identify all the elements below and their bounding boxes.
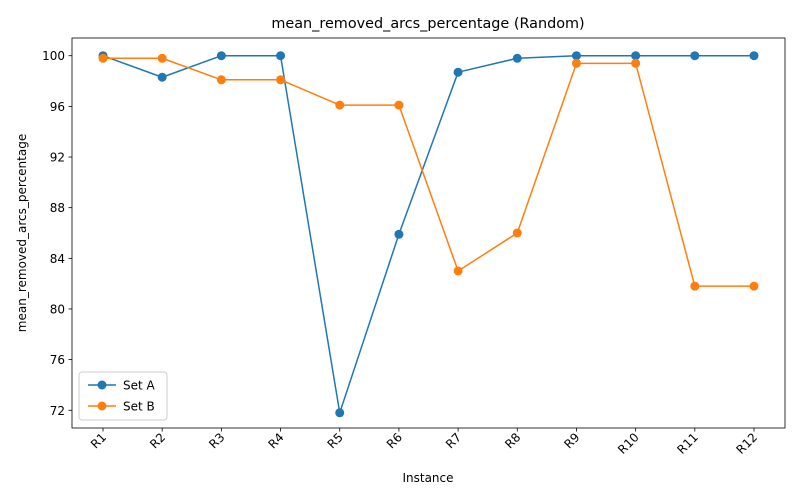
- x-tick-label: R9: [561, 430, 582, 451]
- data-point: [453, 67, 463, 77]
- data-point: [276, 75, 286, 85]
- x-tick-label: R2: [147, 430, 168, 451]
- chart-title: mean_removed_arcs_percentage (Random): [271, 16, 584, 32]
- y-tick-label: 96: [50, 100, 65, 114]
- x-tick-label: R6: [384, 430, 405, 451]
- data-point: [512, 228, 522, 238]
- x-tick-label: R1: [88, 430, 109, 451]
- data-point: [571, 58, 581, 68]
- legend: Set A Set B: [78, 371, 168, 421]
- legend-entry: Set B: [123, 400, 155, 414]
- x-axis-title: Instance: [402, 471, 453, 485]
- data-point: [749, 51, 759, 61]
- data-point: [394, 100, 404, 110]
- data-point: [157, 72, 167, 82]
- data-point: [690, 281, 700, 291]
- legend-entry: Set A: [123, 379, 156, 393]
- x-tick-label: R12: [734, 430, 761, 457]
- data-point: [571, 51, 581, 61]
- x-tick-label: R7: [443, 430, 464, 451]
- x-tick-label: R10: [615, 430, 642, 457]
- x-tick-label: R8: [502, 430, 523, 451]
- data-point: [216, 75, 226, 85]
- y-tick-label: 76: [50, 353, 65, 367]
- data-point: [216, 51, 226, 61]
- y-tick-label: 100: [42, 49, 65, 63]
- y-tick-label: 84: [50, 252, 65, 266]
- y-tick-label: 88: [50, 201, 65, 215]
- data-point: [276, 51, 286, 61]
- x-tick-label: R4: [265, 430, 286, 451]
- data-point: [394, 229, 404, 239]
- series-line-set-b: [103, 57, 754, 287]
- data-point: [335, 100, 345, 110]
- data-point: [98, 53, 108, 63]
- x-tick-label: R3: [206, 430, 227, 451]
- data-point: [690, 51, 700, 61]
- y-tick-label: 72: [50, 404, 65, 418]
- y-tick-label: 92: [50, 151, 65, 165]
- legend-marker: [97, 401, 107, 411]
- x-tick-label: R11: [674, 430, 701, 457]
- plot-frame: [71, 37, 786, 429]
- series-line-set-a: [102, 54, 754, 414]
- data-point: [749, 281, 759, 291]
- data-point: [335, 408, 345, 418]
- data-point: [631, 51, 641, 61]
- data-point: [157, 53, 167, 63]
- data-point: [631, 58, 641, 68]
- y-tick-label: 80: [50, 302, 65, 316]
- data-point: [512, 53, 522, 63]
- y-axis-title: mean_removed_arcs_percentage: [15, 134, 29, 332]
- x-tick-label: R5: [325, 430, 346, 451]
- data-point: [453, 266, 463, 276]
- legend-marker: [97, 380, 107, 390]
